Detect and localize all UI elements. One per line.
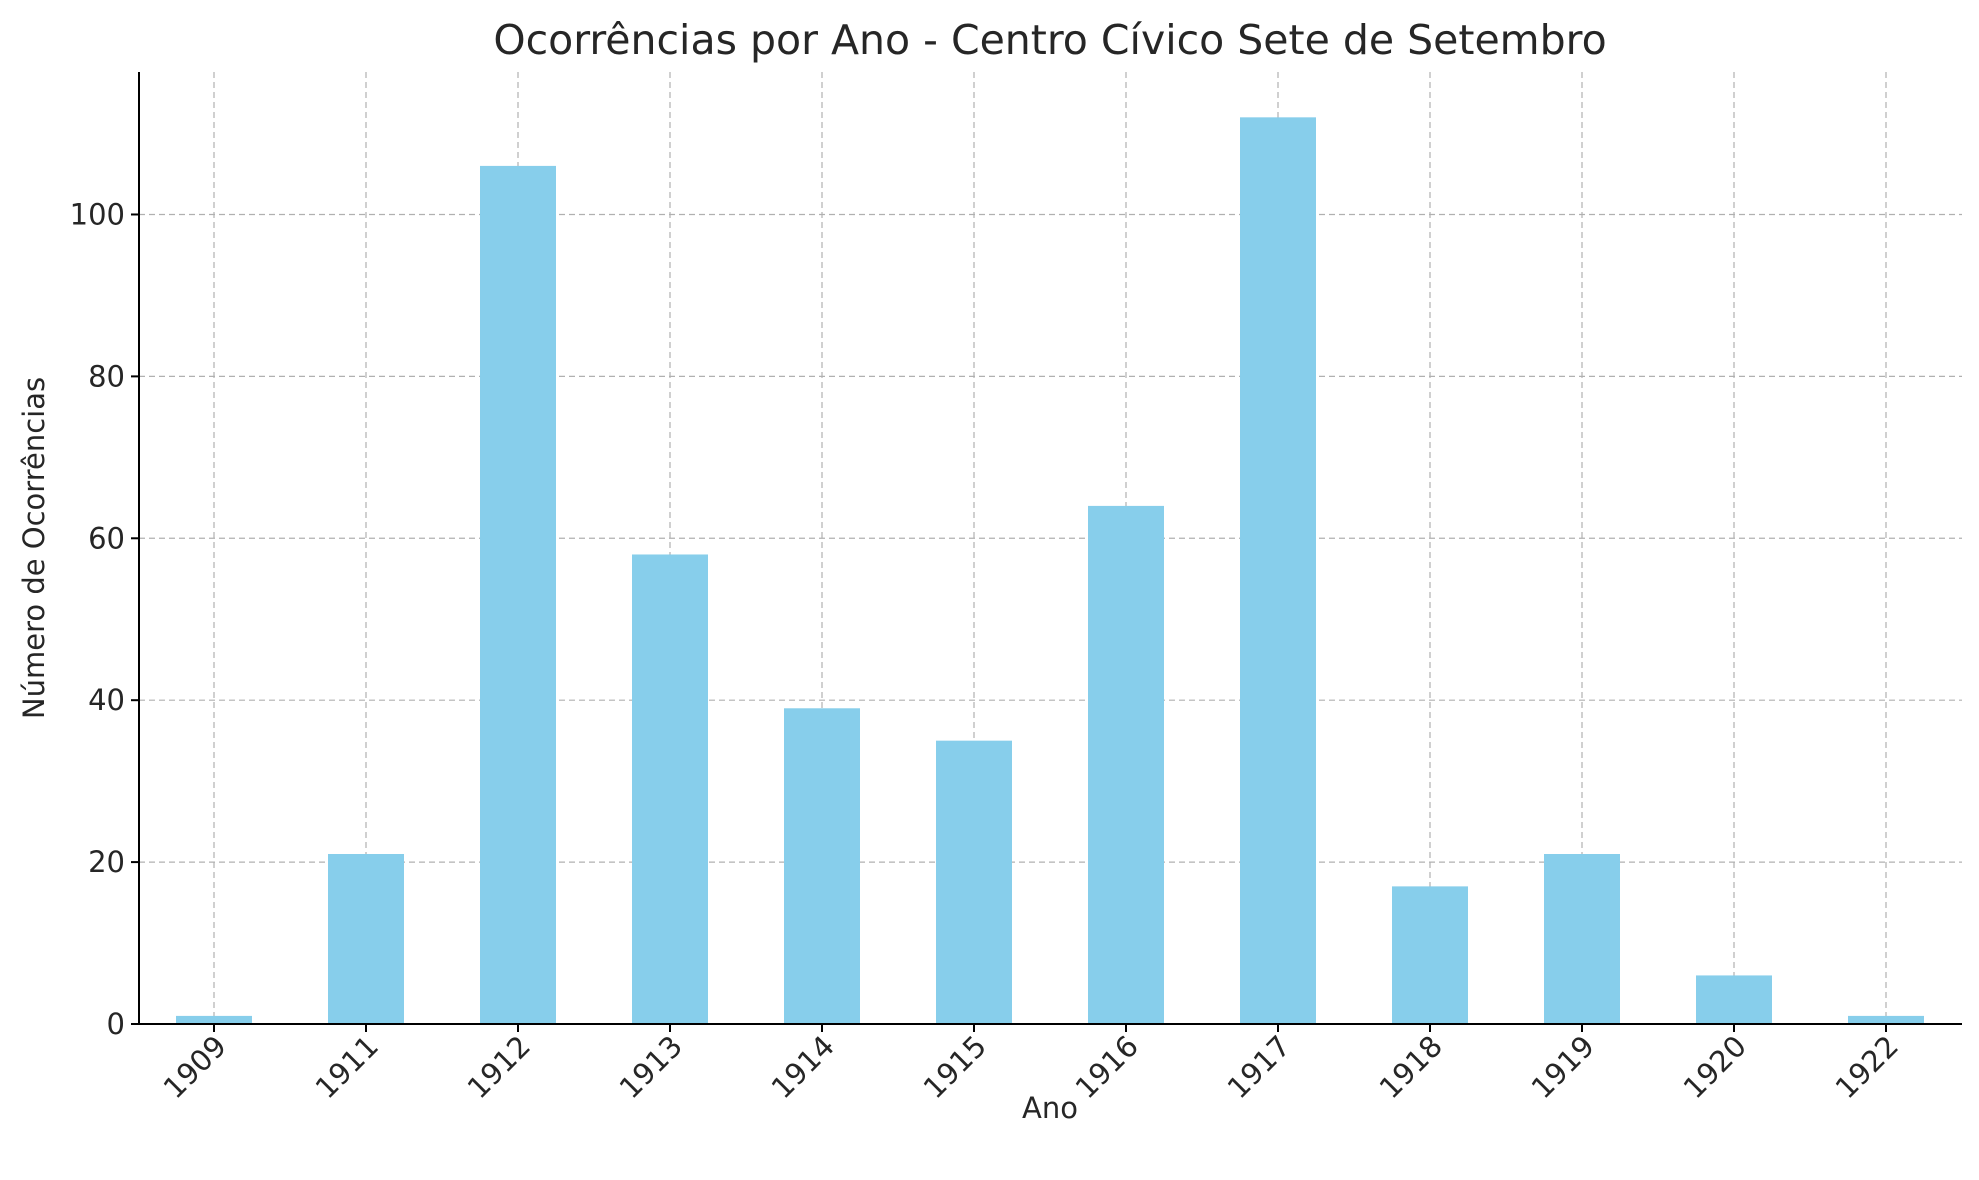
bar-1915 [936, 740, 1012, 1024]
x-tick-label: 1909 [157, 1029, 233, 1105]
bar-1914 [784, 708, 860, 1024]
bar-1916 [1088, 505, 1164, 1024]
x-tick-label: 1915 [917, 1029, 993, 1105]
y-tick-label: 80 [88, 359, 125, 393]
x-axis-label: Ano [1022, 1091, 1078, 1125]
bar-1919 [1544, 854, 1620, 1024]
bar-1913 [632, 554, 708, 1024]
y-tick-label: 40 [88, 683, 125, 717]
chart-title: Ocorrências por Ano - Centro Cívico Sete… [493, 16, 1606, 64]
bar-1909 [176, 1015, 252, 1024]
x-tick-label: 1918 [1373, 1029, 1449, 1105]
y-tick-label: 60 [88, 521, 125, 555]
bar-1917 [1240, 117, 1316, 1025]
x-tick-label: 1919 [1525, 1029, 1601, 1105]
x-tick-label: 1914 [765, 1029, 841, 1105]
x-tick-label: 1912 [461, 1029, 537, 1105]
x-tick-label: 1913 [613, 1029, 689, 1105]
bars-layer [176, 117, 1924, 1025]
x-tick-label: 1917 [1221, 1029, 1297, 1105]
y-tick-label: 0 [107, 1007, 125, 1041]
x-tick-label: 1920 [1677, 1029, 1753, 1105]
y-tick-label: 100 [70, 197, 125, 231]
bar-1918 [1392, 886, 1468, 1024]
x-tick-label: 1911 [309, 1029, 385, 1105]
y-tick-label: 20 [88, 845, 125, 879]
y-axis-label: Número de Ocorrências [17, 377, 51, 719]
bar-1911 [328, 854, 404, 1024]
bar-1922 [1848, 1015, 1924, 1024]
x-tick-label: 1922 [1829, 1029, 1905, 1105]
bar-1912 [480, 165, 556, 1024]
x-tick-label: 1916 [1069, 1029, 1145, 1105]
grid-layer [139, 72, 1962, 1024]
bar-1920 [1696, 975, 1772, 1024]
axes-layer [138, 72, 1962, 1025]
